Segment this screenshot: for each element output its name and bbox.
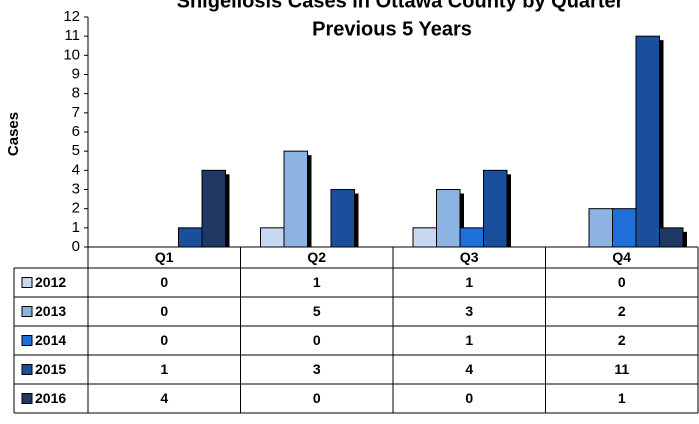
table-value: 0 (618, 274, 626, 290)
bar-shadow (354, 193, 359, 247)
y-tick-label: 8 (72, 85, 80, 102)
table-value: 1 (465, 332, 473, 348)
table-value: 1 (160, 361, 168, 377)
table-value: 0 (313, 332, 321, 348)
bar-shadow (683, 231, 687, 247)
legend-label: 2012 (35, 274, 66, 290)
table-value: 0 (313, 390, 321, 406)
x-tick-label: Q1 (155, 249, 174, 265)
x-tick-label: Q4 (612, 249, 631, 265)
table-value: 1 (618, 390, 626, 406)
legend-swatch (21, 306, 33, 317)
y-tick-label: 2 (72, 200, 80, 217)
legend-label: 2014 (35, 332, 66, 348)
table-value: 4 (465, 361, 473, 377)
chart-title: Shigellosis Cases in Ottawa County by Qu… (177, 0, 624, 12)
bar (283, 150, 308, 248)
bar (483, 169, 508, 248)
y-tick-label: 11 (64, 27, 80, 44)
bar (260, 227, 285, 248)
legend-swatch (21, 277, 33, 288)
table-value: 0 (160, 303, 168, 319)
bar (436, 189, 461, 248)
table-value: 1 (313, 274, 321, 290)
bar (612, 208, 637, 248)
table-value: 3 (465, 303, 473, 319)
legend-swatch (21, 393, 33, 404)
bar-shadow (460, 193, 464, 247)
x-tick-label: Q2 (307, 249, 326, 265)
y-tick-label: 4 (72, 161, 80, 178)
bar (330, 189, 355, 248)
bar (459, 227, 484, 248)
y-tick-label: 12 (63, 8, 80, 25)
bar-shadow (307, 155, 312, 247)
bar (412, 227, 437, 248)
bar-shadow (659, 40, 664, 247)
table-value: 0 (465, 390, 473, 406)
legend-label: 2015 (35, 361, 66, 377)
table-value: 2 (618, 332, 626, 348)
table-value: 0 (160, 274, 168, 290)
bar (201, 169, 226, 248)
bar (659, 227, 684, 248)
table-value: 4 (160, 390, 168, 406)
bar (178, 227, 203, 248)
y-tick-label: 7 (72, 104, 80, 121)
bar (588, 208, 613, 248)
y-tick-label: 3 (72, 180, 80, 197)
y-tick-label: 9 (72, 65, 80, 82)
bar (635, 35, 660, 248)
legend-swatch (21, 335, 33, 346)
table-value: 2 (618, 303, 626, 319)
x-tick-label: Q3 (460, 249, 479, 265)
legend-label: 2016 (35, 390, 66, 406)
y-tick-label: 10 (63, 46, 80, 63)
y-tick-label: 1 (72, 219, 80, 236)
table-value: 5 (313, 303, 321, 319)
table-value: 11 (614, 361, 629, 377)
table-value: 0 (160, 332, 168, 348)
table-value: 1 (465, 274, 473, 290)
chart-subtitle: Previous 5 Years (312, 18, 472, 40)
bar-shadow (225, 174, 230, 247)
table-value: 3 (313, 361, 321, 377)
y-tick-label: 5 (72, 142, 80, 159)
bar-shadow (507, 174, 511, 247)
y-axis-label: Cases (5, 112, 22, 156)
y-tick-label: 0 (72, 238, 80, 255)
legend-swatch (21, 364, 33, 375)
legend-label: 2013 (35, 303, 66, 319)
y-tick-label: 6 (72, 123, 80, 140)
